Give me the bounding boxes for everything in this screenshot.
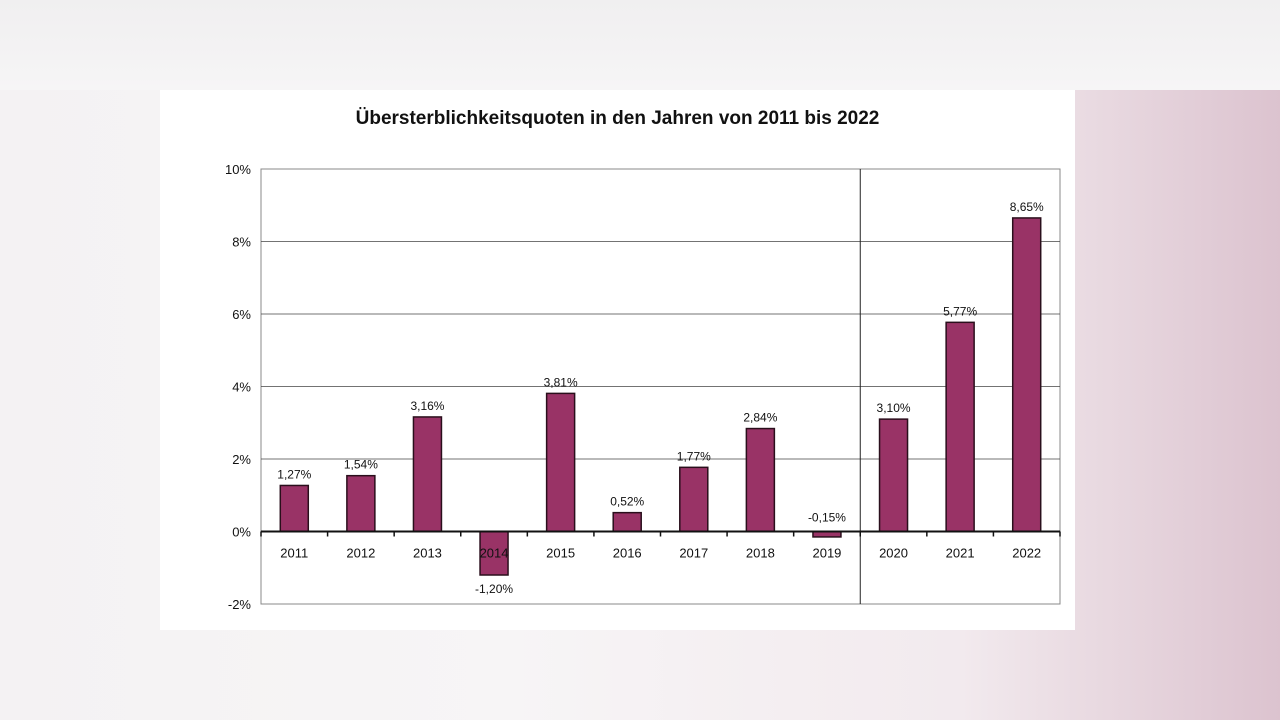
data-label: -0,15% [808, 511, 846, 525]
data-label: 3,81% [544, 375, 578, 389]
x-tick-label: 2014 [480, 546, 509, 561]
bar-2022 [1011, 217, 1042, 533]
bar-2020 [878, 418, 909, 533]
x-tick-label: 2022 [1012, 546, 1041, 561]
bar-2017 [679, 466, 709, 533]
data-label: 5,77% [943, 304, 977, 318]
bar-2021 [945, 321, 975, 533]
data-label: 3,10% [877, 401, 911, 415]
y-tick-label: 8% [232, 235, 251, 250]
chart-title: Übersterblichkeitsquoten in den Jahren v… [355, 108, 880, 129]
x-tick-label: 2012 [346, 546, 375, 561]
data-label: 8,65% [1010, 200, 1044, 214]
y-tick-label: 2% [232, 452, 251, 467]
x-tick-label: 2011 [280, 546, 308, 561]
data-label: 1,54% [344, 458, 378, 472]
data-label: 1,27% [277, 467, 311, 481]
x-tick-label: 2019 [812, 546, 841, 561]
y-tick-label: 4% [232, 380, 251, 395]
y-tick-label: 6% [232, 307, 251, 322]
data-label: 3,16% [410, 399, 444, 413]
x-tick-label: 2020 [879, 546, 908, 561]
y-tick-label: -2% [228, 597, 252, 612]
bar-2012 [346, 474, 376, 533]
data-label: -1,20% [475, 582, 513, 596]
x-tick-label: 2015 [546, 546, 575, 561]
bar-2018 [745, 427, 776, 533]
bar-2016 [612, 511, 642, 533]
x-tick-label: 2018 [746, 546, 775, 561]
x-tick-label: 2016 [613, 546, 642, 561]
bar-2015 [545, 392, 576, 533]
bar-2011 [279, 484, 310, 533]
x-tick-label: 2013 [413, 546, 442, 561]
data-label: 0,52% [610, 495, 644, 509]
data-label: 2,84% [743, 411, 777, 425]
x-tick-label: 2017 [679, 546, 708, 561]
background-band [0, 0, 1280, 90]
data-label: 1,77% [677, 449, 711, 463]
x-tick-label: 2021 [946, 546, 975, 561]
bar-2013 [412, 416, 443, 533]
y-tick-label: 0% [232, 525, 251, 540]
bar-2014 [479, 530, 509, 576]
y-tick-label: 10% [225, 162, 251, 177]
